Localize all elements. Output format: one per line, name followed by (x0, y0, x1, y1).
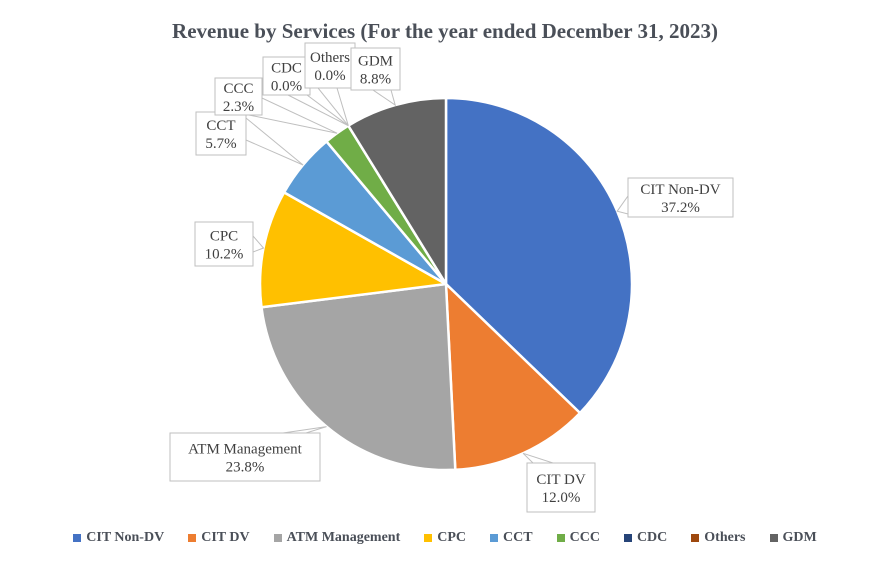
legend-label-cit-dv: CIT DV (201, 530, 250, 545)
callout-value-others: 0.0% (314, 68, 345, 84)
legend-marker-cdc (623, 534, 632, 542)
legend-label-cdc: CDC (636, 530, 668, 545)
callout-pointer-cit-dv (522, 452, 554, 464)
legend-marker-cct (490, 534, 499, 542)
legend-item-cct: CCT (490, 530, 533, 546)
callout-box-atm-management (169, 432, 321, 482)
chart-title: Revenue by Services (For the year ended … (172, 19, 718, 43)
pie-slices-group (258, 96, 634, 472)
callout-box-cpc (194, 221, 254, 267)
callout-cpc: CPC 10.2% (194, 221, 254, 267)
callout-others: Others 0.0% (304, 42, 356, 89)
legend-label-cit-non-dv: CIT Non-DV (86, 530, 165, 545)
legend-item-atm-management: ATM Management (273, 530, 401, 546)
callout-value-gdm: 8.8% (360, 72, 391, 88)
callout-gdm: GDM 8.8% (350, 47, 401, 91)
callout-cit-non-dv: CIT Non-DV 37.2% (627, 177, 734, 218)
legend-item-others: Others (691, 530, 746, 546)
legend-item-cdc: CDC (623, 530, 668, 546)
callout-box-ccc (214, 77, 263, 116)
callout-value-cct: 5.7% (205, 136, 236, 152)
legend-label-others: Others (704, 530, 746, 545)
callout-name-gdm: GDM (358, 54, 393, 70)
callout-value-cdc: 0.0% (271, 79, 302, 95)
callout-value-cit-non-dv: 37.2% (661, 200, 700, 216)
legend-item-gdm: GDM (769, 530, 817, 546)
callout-name-cit-non-dv: CIT Non-DV (640, 182, 720, 198)
callout-pointer-gdm (371, 89, 397, 107)
callout-name-cct: CCT (206, 118, 235, 134)
legend-label-cct: CCT (503, 530, 533, 545)
callout-box-cdc (262, 56, 311, 96)
legend-marker-gdm (769, 534, 778, 542)
legend-marker-ccc (556, 534, 565, 542)
callout-box-cit-dv (526, 462, 596, 513)
callout-name-atm-management: ATM Management (188, 442, 303, 458)
callout-pointer-cit-non-dv (616, 194, 629, 215)
legend-marker-cit-non-dv (73, 534, 82, 542)
callout-pointer-cct (245, 116, 304, 166)
legend-marker-others (691, 534, 700, 542)
callout-box-others (304, 42, 356, 89)
callout-name-cpc: CPC (210, 229, 238, 245)
legend-item-ccc: CCC (556, 530, 600, 546)
legend-marker-atm-management (273, 534, 282, 542)
legend-label-atm-management: ATM Management (286, 530, 401, 545)
callout-boxes-group: CIT Non-DV 37.2% CIT DV 12.0% ATM Management… (169, 42, 734, 513)
callout-box-cit-non-dv (627, 177, 734, 218)
callout-pointer-atm-management (282, 426, 327, 434)
callout-value-atm-management: 23.8% (226, 460, 265, 476)
legend-item-cit-non-dv: CIT Non-DV (73, 530, 164, 546)
pie-slice-atm-management (260, 282, 457, 472)
legend-item-cit-dv: CIT DV (188, 530, 250, 546)
callout-box-cct (195, 111, 247, 156)
callout-value-cpc: 10.2% (205, 247, 244, 263)
callout-cct: CCT 5.7% (195, 111, 247, 156)
callout-ccc: CCC 2.3% (214, 77, 263, 116)
callout-pointer-cpc (252, 234, 265, 253)
callout-value-ccc: 2.3% (223, 99, 254, 115)
legend-marker-cit-dv (188, 534, 197, 542)
legend-marker-cpc (424, 534, 433, 542)
callout-value-cit-dv: 12.0% (542, 490, 581, 506)
callout-cit-dv: CIT DV 12.0% (526, 462, 596, 513)
callout-atm-management: ATM Management 23.8% (169, 432, 321, 482)
callout-box-gdm (350, 47, 401, 91)
legend-label-ccc: CCC (569, 530, 600, 545)
legend-item-cpc: CPC (424, 530, 466, 546)
chart-legend: CIT Non-DV CIT DV ATM Management CPC CCT CCC C… (0, 526, 890, 550)
callout-name-others: Others (310, 50, 350, 66)
callout-name-cdc: CDC (271, 61, 302, 77)
callout-cdc: CDC 0.0% (262, 56, 311, 96)
callout-name-ccc: CCC (223, 81, 253, 97)
callout-name-cit-dv: CIT DV (536, 472, 585, 488)
legend-label-gdm: GDM (782, 530, 817, 545)
legend-label-cpc: CPC (437, 530, 467, 545)
